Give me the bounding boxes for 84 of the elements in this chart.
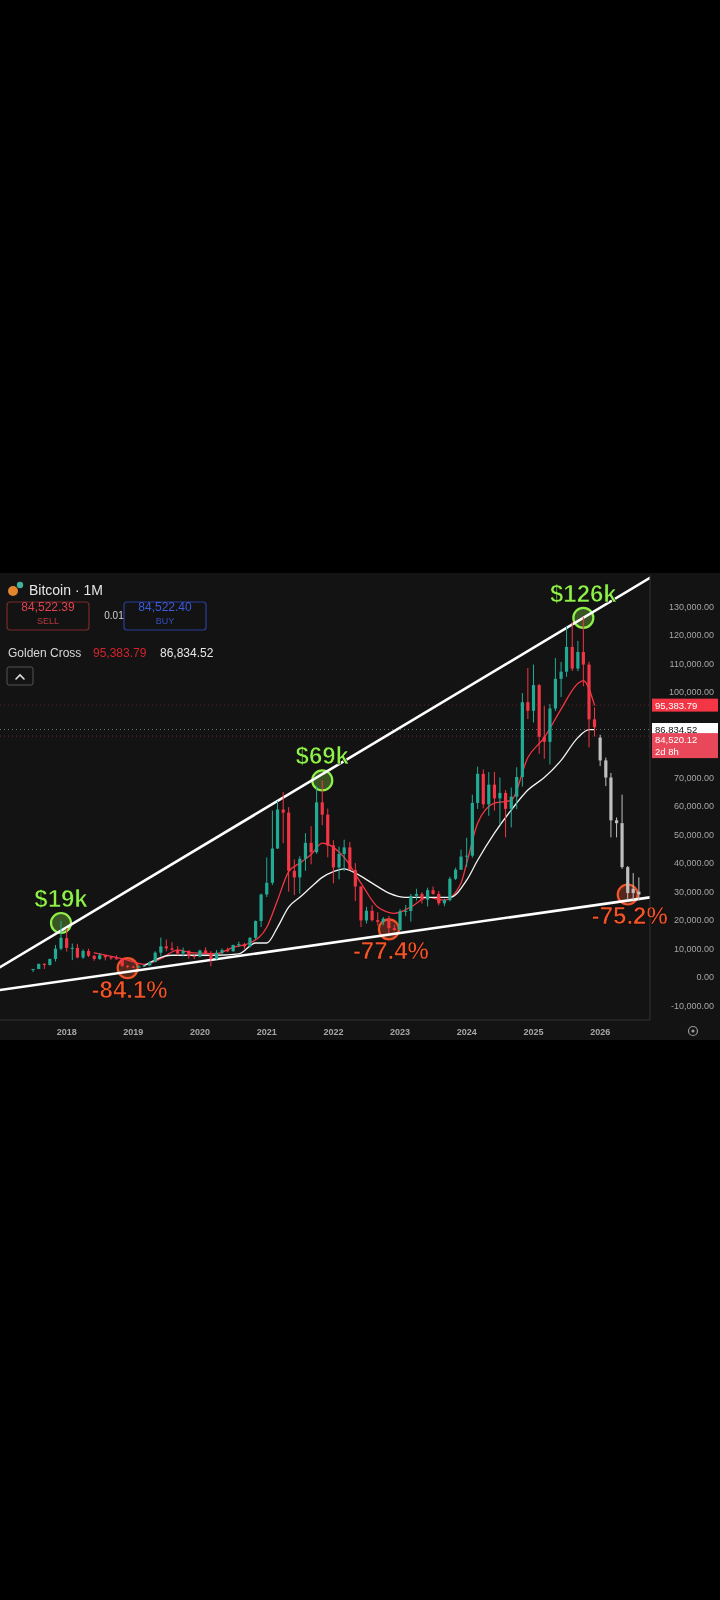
annotation: -77.4% xyxy=(352,937,429,965)
candlestick xyxy=(420,891,424,905)
annotation: -84.1% xyxy=(91,976,168,1004)
candlestick xyxy=(320,779,324,826)
candlestick xyxy=(559,661,563,698)
candlestick xyxy=(498,777,502,826)
candlestick xyxy=(542,705,546,760)
y-tick-label: 130,000.00 xyxy=(668,601,714,612)
candlestick xyxy=(65,927,69,953)
candlestick xyxy=(298,855,302,895)
x-tick-label: 2022 xyxy=(323,1027,344,1037)
x-tick-label: 2021 xyxy=(256,1027,277,1037)
y-tick-label: 30,000.00 xyxy=(673,886,714,897)
annotation: -75.2% xyxy=(591,902,668,930)
y-tick-label: 10,000.00 xyxy=(673,943,714,954)
candlestick xyxy=(614,816,619,838)
y-tick-label: 0.00 xyxy=(696,972,714,983)
candlestick xyxy=(448,876,452,902)
annotation: 84,522.39 xyxy=(21,600,76,614)
annotation: 86,834.52 xyxy=(160,646,214,660)
x-tick-label: 2019 xyxy=(123,1027,144,1037)
ref-line-label: 84,520.12 2d 8h xyxy=(655,734,698,758)
candlestick xyxy=(598,734,602,767)
text: Bitcoin · 1M xyxy=(29,582,103,598)
candlestick xyxy=(604,757,608,787)
annotation: 0.01 xyxy=(104,610,125,621)
y-tick-label: 120,000.00 xyxy=(668,630,714,641)
candlestick xyxy=(426,887,430,907)
candlestick xyxy=(509,787,513,828)
candlestick xyxy=(337,846,341,880)
y-tick-label: 60,000.00 xyxy=(673,801,714,812)
annotation: $69k xyxy=(295,742,350,770)
annotation: $126k xyxy=(549,579,618,607)
x-tick-label: 2024 xyxy=(456,1027,477,1037)
candlestick xyxy=(465,837,469,868)
candlestick xyxy=(404,904,408,917)
x-tick-label: 2020 xyxy=(189,1027,210,1037)
x-tick-label: 2018 xyxy=(56,1027,77,1037)
candlestick xyxy=(303,832,308,872)
candlestick xyxy=(409,893,413,923)
candlestick xyxy=(59,920,63,951)
candlestick xyxy=(348,841,352,871)
candlestick xyxy=(159,937,163,957)
candlestick xyxy=(576,640,580,672)
candlestick xyxy=(170,941,174,952)
candlestick xyxy=(220,947,224,955)
candlestick xyxy=(459,849,463,871)
candlestick xyxy=(431,886,435,896)
candlestick xyxy=(487,771,491,817)
candlestick xyxy=(109,955,113,961)
annotation: SELL xyxy=(36,616,60,626)
candlestick xyxy=(503,789,508,838)
ref-line-label: 86,834.52 xyxy=(655,724,698,736)
y-tick-label: 50,000.00 xyxy=(673,829,714,840)
ref-line-label: 95,383.79 xyxy=(655,699,698,711)
y-tick-label: 70,000.00 xyxy=(673,772,714,783)
candlestick xyxy=(370,904,374,923)
candlestick xyxy=(570,621,574,672)
annotation: 95,383.79 xyxy=(93,646,147,660)
candlestick xyxy=(526,667,530,720)
y-tick-label: 110,000.00 xyxy=(669,658,714,669)
candlestick xyxy=(309,825,313,865)
candlestick xyxy=(281,791,285,844)
candlestick xyxy=(31,968,35,973)
candlestick xyxy=(331,839,335,884)
candlestick xyxy=(114,954,119,961)
candlestick xyxy=(254,919,258,941)
annotation: Golden Cross xyxy=(8,646,82,660)
annotation: $19k xyxy=(34,885,89,913)
y-tick-label: 20,000.00 xyxy=(673,915,714,926)
candlestick xyxy=(342,839,346,872)
candlestick xyxy=(181,947,185,957)
x-tick-label: 2023 xyxy=(390,1027,411,1037)
annotation: BUY xyxy=(155,616,175,626)
y-tick-label: 40,000.00 xyxy=(673,858,714,869)
candlestick xyxy=(376,911,380,927)
candlestick xyxy=(515,766,519,810)
candlestick xyxy=(353,862,357,902)
y-tick-label: 100,000.00 xyxy=(668,687,714,698)
candlestick xyxy=(387,915,391,934)
x-tick-label: 2025 xyxy=(523,1027,544,1037)
x-tick-label: 2026 xyxy=(590,1027,611,1037)
annotation: 84,522.40 xyxy=(138,600,193,614)
y-tick-label: -10,000.00 xyxy=(670,1000,714,1011)
